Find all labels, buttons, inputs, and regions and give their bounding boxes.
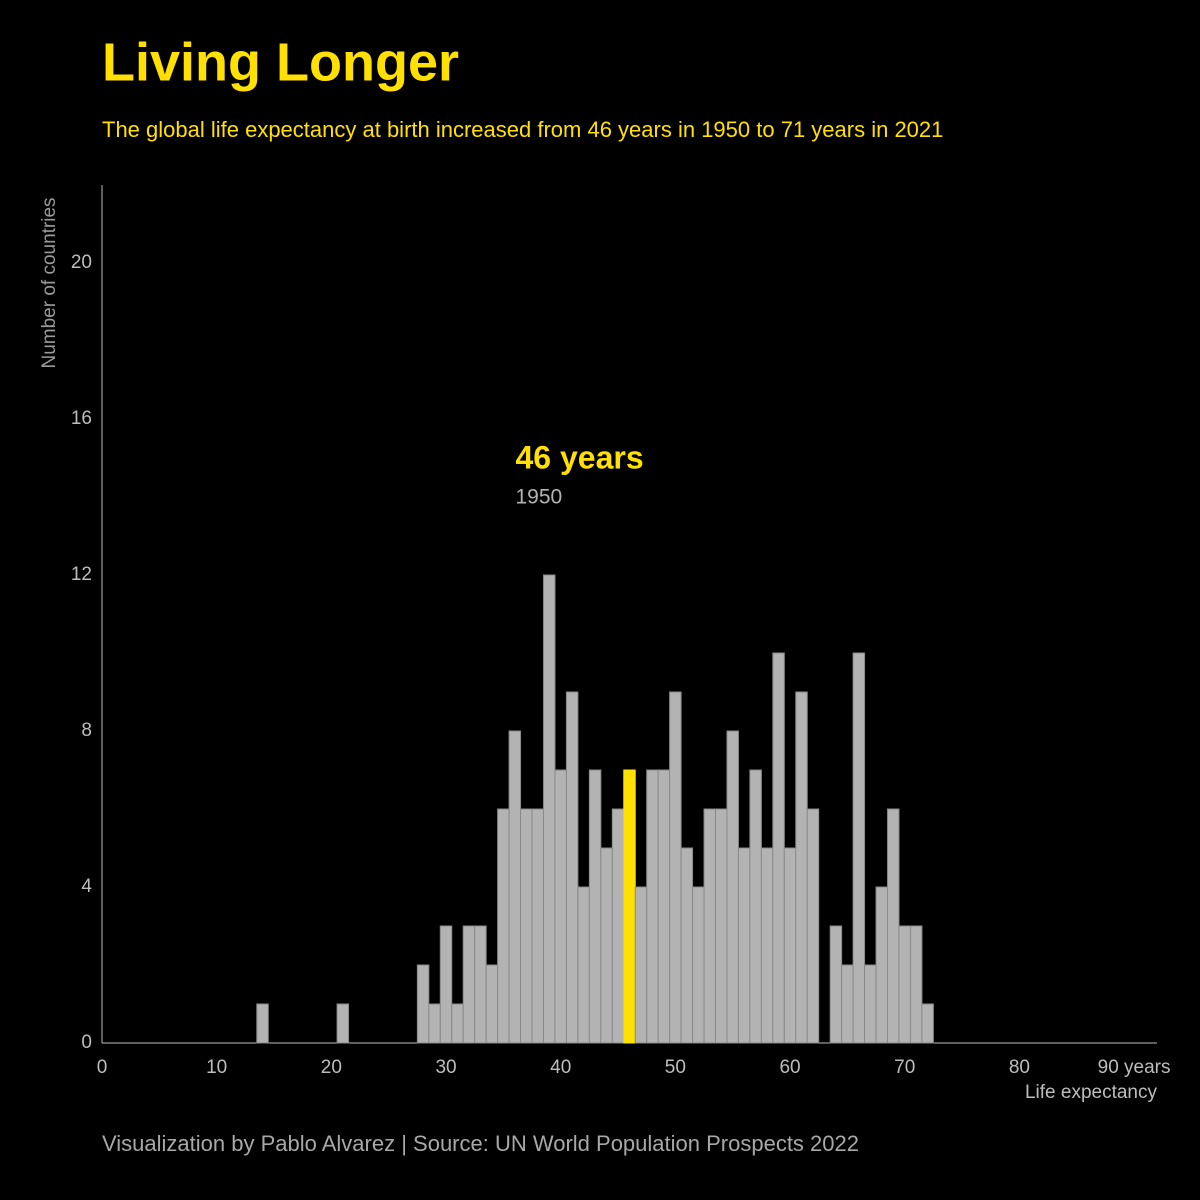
bar	[715, 808, 728, 1044]
bar	[829, 925, 843, 1044]
bar	[474, 925, 487, 1044]
bar	[611, 808, 625, 1044]
bar	[749, 769, 762, 1044]
bar	[669, 691, 682, 1044]
bar	[737, 847, 751, 1044]
x-tick-label: 60	[779, 1057, 800, 1078]
x-tick-label: 70	[894, 1057, 915, 1078]
y-tick-label: 16	[71, 408, 92, 429]
y-tick-label: 12	[71, 564, 92, 585]
bar	[806, 808, 820, 1044]
bar	[508, 730, 522, 1044]
annotation-sublabel: 1950	[516, 486, 563, 509]
y-tick-label: 0	[81, 1032, 92, 1053]
x-tick-label: 40	[550, 1057, 571, 1078]
x-tick-label: 80	[1009, 1057, 1030, 1078]
bar	[783, 847, 797, 1044]
x-axis-label: Life expectancy	[1025, 1082, 1158, 1103]
bar	[657, 769, 671, 1044]
y-tick-label: 4	[81, 876, 92, 897]
bar	[439, 925, 453, 1044]
bar	[600, 847, 613, 1044]
y-tick-label: 20	[71, 252, 92, 273]
bar	[646, 769, 659, 1044]
x-tick-label: 90 years	[1098, 1057, 1171, 1078]
bar	[336, 1003, 350, 1044]
bar	[531, 808, 544, 1044]
x-tick-label: 10	[206, 1057, 227, 1078]
bar	[428, 1003, 441, 1044]
bar	[898, 925, 911, 1044]
chart-subtitle: The global life expectancy at birth incr…	[102, 117, 943, 142]
bar	[565, 691, 579, 1044]
bar	[462, 925, 476, 1044]
x-tick-label: 50	[665, 1057, 686, 1078]
bar	[485, 964, 499, 1044]
bar	[451, 1003, 464, 1044]
bar	[760, 847, 774, 1044]
bar	[588, 769, 602, 1044]
x-tick-label: 30	[435, 1057, 456, 1078]
bar	[520, 808, 533, 1044]
bar	[577, 886, 590, 1044]
x-tick-label: 20	[321, 1057, 342, 1078]
bar	[416, 964, 430, 1044]
x-tick-label: 0	[97, 1057, 108, 1078]
bar	[256, 1003, 269, 1044]
highlighted-bar	[623, 769, 636, 1044]
bar	[887, 808, 900, 1044]
bar	[726, 730, 739, 1044]
bar	[554, 769, 567, 1044]
bar	[772, 652, 785, 1044]
bar	[852, 652, 866, 1044]
bar	[542, 574, 556, 1044]
bar	[864, 964, 877, 1044]
source-note: Visualization by Pablo Alvarez | Source:…	[102, 1131, 859, 1156]
bar	[841, 964, 854, 1044]
bar	[634, 886, 648, 1044]
bar	[909, 925, 923, 1044]
y-axis-label: Number of countries	[39, 197, 60, 368]
y-tick-label: 8	[81, 720, 92, 741]
bar	[875, 886, 889, 1044]
chart-title: Living Longer	[102, 32, 459, 92]
annotation-label: 46 years	[516, 439, 644, 475]
bar	[497, 808, 510, 1044]
bar	[795, 691, 808, 1044]
bar	[921, 1003, 934, 1044]
bar	[692, 886, 705, 1044]
bar	[703, 808, 717, 1044]
bar	[680, 847, 694, 1044]
